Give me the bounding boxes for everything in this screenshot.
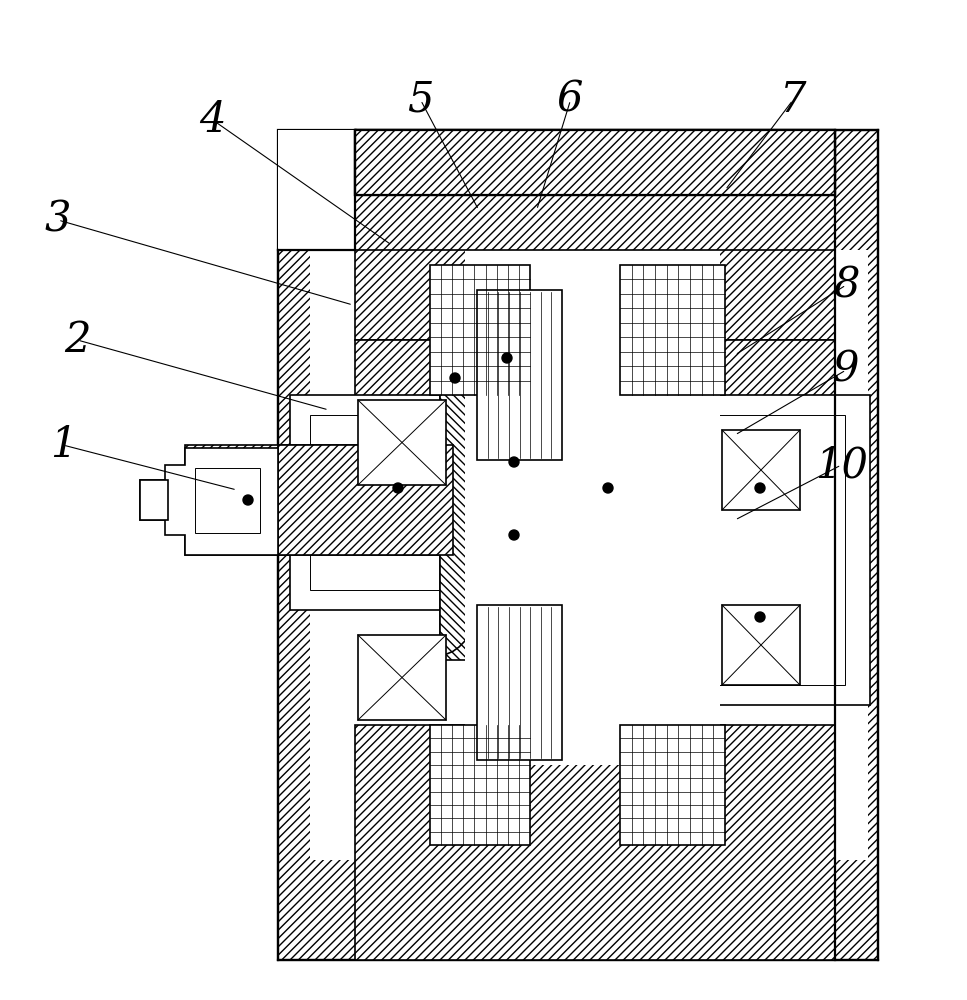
Bar	[195, 468, 260, 533]
Bar	[620, 265, 725, 395]
Text: 9: 9	[833, 349, 860, 391]
Bar	[700, 395, 870, 705]
Bar	[620, 725, 725, 845]
Bar	[278, 130, 356, 250]
Polygon shape	[140, 448, 278, 555]
Circle shape	[755, 612, 765, 622]
Text: 2: 2	[64, 319, 91, 361]
Text: 7: 7	[779, 79, 806, 121]
Bar	[720, 340, 835, 605]
Text: 6: 6	[557, 79, 584, 121]
Text: 3: 3	[44, 199, 72, 241]
Bar	[355, 725, 835, 960]
Circle shape	[603, 483, 613, 493]
Bar	[477, 290, 562, 460]
Text: 5: 5	[407, 79, 434, 121]
Bar	[358, 635, 446, 720]
Bar	[355, 195, 835, 340]
Bar	[310, 415, 455, 590]
Bar	[355, 130, 505, 250]
Circle shape	[243, 495, 253, 505]
Bar	[465, 250, 720, 725]
Circle shape	[502, 353, 512, 363]
Bar	[477, 605, 562, 760]
Bar	[355, 130, 835, 195]
Bar	[290, 395, 470, 610]
Bar	[430, 265, 530, 395]
Bar	[465, 250, 720, 340]
Circle shape	[755, 483, 765, 493]
Bar	[358, 400, 446, 485]
Bar	[722, 430, 800, 510]
Bar	[278, 445, 453, 555]
Bar	[185, 445, 475, 555]
Circle shape	[450, 373, 460, 383]
Bar	[355, 340, 465, 605]
Circle shape	[509, 530, 519, 540]
Bar	[140, 480, 168, 520]
Circle shape	[509, 457, 519, 467]
Bar	[465, 340, 720, 710]
Bar	[355, 130, 835, 195]
Bar	[355, 130, 835, 195]
Bar	[715, 415, 845, 685]
Bar	[430, 725, 530, 845]
Text: 10: 10	[815, 444, 867, 486]
Text: 1: 1	[49, 424, 76, 466]
Bar	[440, 340, 550, 660]
Bar	[722, 605, 800, 685]
Polygon shape	[440, 345, 500, 655]
Bar	[310, 250, 868, 860]
Circle shape	[393, 483, 403, 493]
Bar	[278, 130, 878, 960]
Text: 4: 4	[199, 99, 226, 141]
Text: 8: 8	[833, 264, 860, 306]
Bar	[465, 710, 720, 765]
